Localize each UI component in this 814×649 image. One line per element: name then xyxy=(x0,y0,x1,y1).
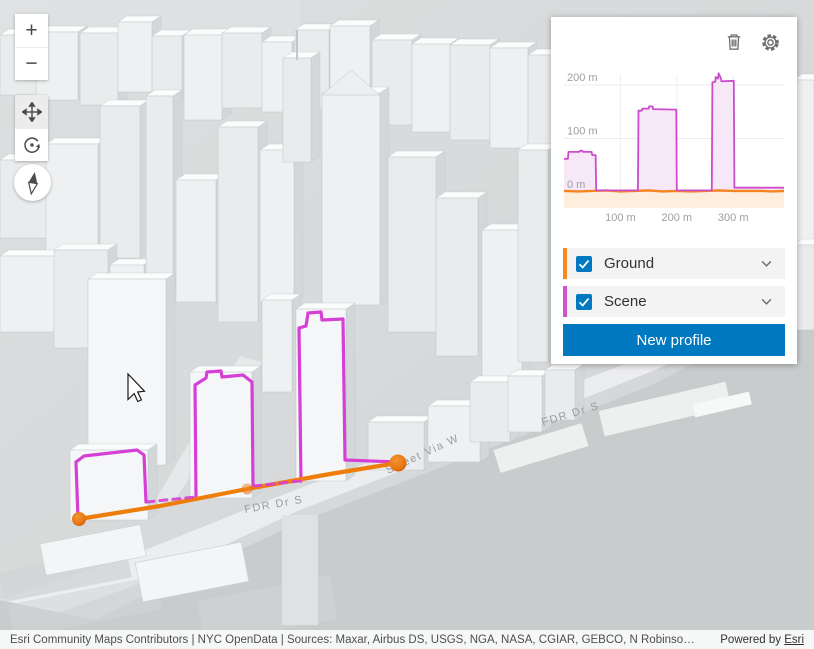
chart-axis-labels: 0 m 100 m 200 m 100 m 200 m 300 m xyxy=(567,72,748,224)
navigation-control xyxy=(15,95,48,161)
legend-label-ground: Ground xyxy=(604,255,655,272)
checkbox-checked-icon xyxy=(576,255,592,272)
profile-mid-handle[interactable] xyxy=(241,483,253,495)
legend-label-scene: Scene xyxy=(604,293,647,310)
svg-text:200 m: 200 m xyxy=(567,72,598,84)
delete-profile-button[interactable] xyxy=(723,31,745,53)
plus-icon: + xyxy=(25,18,38,42)
gear-icon xyxy=(761,33,779,51)
ground-checkbox[interactable] xyxy=(576,255,592,272)
checkbox-checked-icon xyxy=(576,293,592,310)
profile-building-2-outline xyxy=(193,369,255,499)
elevation-chart[interactable]: 0 m 100 m 200 m 100 m 200 m 300 m xyxy=(563,69,785,227)
scene-checkbox[interactable] xyxy=(576,293,592,310)
warehouses xyxy=(39,524,250,603)
settings-button[interactable] xyxy=(759,31,781,53)
svg-text:100 m: 100 m xyxy=(567,126,598,138)
zoom-out-button[interactable]: − xyxy=(15,47,48,80)
scene-area-fill xyxy=(564,73,784,192)
zoom-control: + − xyxy=(15,14,48,80)
powered-by: Powered by Esri xyxy=(720,634,804,646)
pier-shadows xyxy=(0,381,752,645)
svg-text:200 m: 200 m xyxy=(662,212,693,224)
profile-end-handle[interactable] xyxy=(389,454,407,472)
scene-line xyxy=(564,72,784,192)
profile-ground-dashes xyxy=(145,479,302,504)
chevron-down-icon[interactable] xyxy=(760,295,773,308)
scene-color-bar xyxy=(563,286,567,317)
legend-row-ground[interactable]: Ground xyxy=(563,248,785,279)
attribution-bar: Esri Community Maps Contributors | NYC O… xyxy=(0,630,814,649)
compass-needle-icon xyxy=(27,171,38,195)
profile-building-3-outline xyxy=(297,310,398,483)
profile-legend: Ground Scene xyxy=(551,248,797,317)
attribution-text: Esri Community Maps Contributors | NYC O… xyxy=(10,633,695,646)
ground-area-fill xyxy=(564,190,784,208)
rotate-button[interactable] xyxy=(15,128,48,161)
rotate-icon xyxy=(23,137,40,153)
roof-details xyxy=(296,30,381,96)
new-profile-button[interactable]: New profile xyxy=(563,324,785,356)
mouse-cursor xyxy=(127,372,146,403)
powered-by-text: Powered by xyxy=(720,633,781,646)
chart-container: 0 m 100 m 200 m 100 m 200 m 300 m xyxy=(551,69,797,232)
minus-icon: − xyxy=(25,52,38,75)
compass-button[interactable] xyxy=(14,164,51,201)
esri-link[interactable]: Esri xyxy=(784,633,804,646)
profile-building-1-outline xyxy=(74,448,148,521)
water xyxy=(95,300,814,649)
chevron-down-icon[interactable] xyxy=(760,257,773,270)
svg-text:300 m: 300 m xyxy=(718,212,749,224)
svg-text:0 m: 0 m xyxy=(567,179,585,191)
profile-start-handle[interactable] xyxy=(72,512,86,526)
trash-icon xyxy=(727,34,741,50)
legend-row-scene[interactable]: Scene xyxy=(563,286,785,317)
profile-overlay[interactable] xyxy=(72,310,407,526)
zoom-in-button[interactable]: + xyxy=(15,14,48,47)
pan-icon xyxy=(21,101,42,122)
pan-button[interactable] xyxy=(15,95,48,128)
elevation-profile-panel: 0 m 100 m 200 m 100 m 200 m 300 m Ground xyxy=(551,17,797,364)
panel-header xyxy=(551,17,797,55)
ground-color-bar xyxy=(563,248,567,279)
svg-text:100 m: 100 m xyxy=(605,212,636,224)
